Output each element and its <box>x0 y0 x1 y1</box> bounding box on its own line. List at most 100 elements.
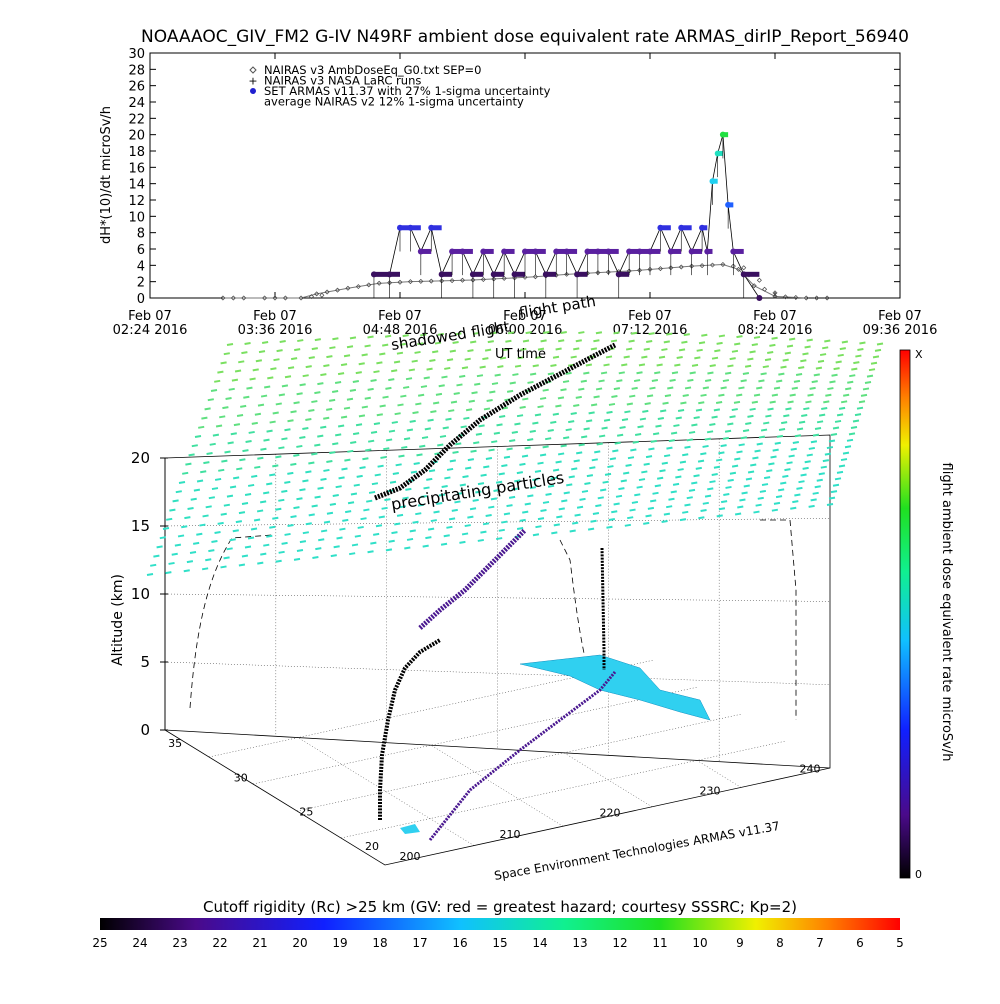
particle-mark <box>740 436 748 440</box>
x-tick-label-date: Feb 07 <box>128 309 172 324</box>
particle-mark <box>524 446 531 450</box>
particle-mark <box>532 364 539 368</box>
particle-mark <box>426 477 433 481</box>
particle-mark <box>367 335 374 339</box>
nairas-point <box>319 292 325 298</box>
particle-mark <box>452 341 459 344</box>
particle-mark <box>281 489 288 493</box>
particle-mark <box>768 462 775 466</box>
particle-mark <box>260 447 267 451</box>
particle-mark <box>711 415 718 419</box>
particle-mark <box>767 407 774 411</box>
particle-mark <box>259 500 267 504</box>
particle-mark <box>409 529 416 533</box>
latitude-tick-label: 35 <box>168 737 182 750</box>
particle-mark <box>242 449 249 453</box>
longitude-tick-label: 200 <box>400 850 421 863</box>
particle-mark <box>656 476 664 480</box>
y-tick-label: 18 <box>128 145 145 160</box>
particle-mark <box>545 437 552 441</box>
particle-mark <box>240 404 247 408</box>
particle-mark <box>764 358 772 362</box>
particle-mark <box>446 525 453 529</box>
particle-mark <box>235 520 243 524</box>
particle-mark <box>511 430 518 434</box>
nairas-point <box>699 263 705 269</box>
armas-point <box>756 295 763 301</box>
particle-mark <box>243 395 250 399</box>
particle-mark <box>557 396 565 400</box>
annotation-flight-path: flight path <box>518 292 597 322</box>
cutoff-tick-label: 18 <box>372 936 387 950</box>
particle-mark <box>236 414 244 418</box>
particle-mark <box>636 485 643 489</box>
particle-mark <box>493 431 501 435</box>
particle-mark <box>388 429 396 433</box>
particle-mark <box>214 477 222 481</box>
particle-mark <box>375 524 383 528</box>
particle-mark <box>756 442 763 446</box>
particle-mark <box>539 396 547 400</box>
particle-mark <box>666 505 673 509</box>
particle-mark <box>729 471 737 475</box>
particle-mark <box>782 358 789 362</box>
legend-diamond-icon <box>249 66 257 74</box>
particle-mark <box>807 393 814 397</box>
particle-mark <box>786 344 794 348</box>
y-tick-label: 2 <box>137 276 145 291</box>
particle-mark <box>603 363 610 367</box>
particle-mark <box>724 371 732 375</box>
particle-mark <box>348 552 356 556</box>
particle-mark <box>443 534 450 538</box>
particle-mark <box>840 400 848 404</box>
particle-mark <box>827 387 834 391</box>
nairas-point <box>720 262 726 268</box>
particle-mark <box>332 337 339 341</box>
particle-mark <box>646 394 654 398</box>
particle-mark <box>744 364 752 368</box>
cutoff-map-region <box>519 654 711 721</box>
particle-mark <box>467 349 474 353</box>
particle-mark <box>625 347 633 351</box>
particle-mark <box>850 425 858 429</box>
particle-mark <box>676 356 683 360</box>
particle-mark <box>529 429 536 433</box>
particle-mark <box>742 429 750 433</box>
x-tick-label-date: Feb 07 <box>253 309 297 324</box>
particle-mark <box>377 464 384 468</box>
particle-mark <box>397 403 404 407</box>
particle-mark <box>739 498 746 502</box>
particle-mark <box>700 509 707 513</box>
particle-mark <box>525 331 532 335</box>
particle-mark <box>189 550 197 554</box>
particle-mark <box>482 357 489 361</box>
particle-mark <box>381 506 388 510</box>
particle-mark <box>181 525 188 529</box>
particle-mark <box>802 466 809 470</box>
x-tick-label-time: 04:48 2016 <box>363 323 438 338</box>
particle-mark <box>516 414 524 418</box>
particle-mark <box>477 482 485 486</box>
particle-mark <box>244 493 252 496</box>
particle-mark <box>269 473 276 477</box>
particle-mark <box>402 334 409 338</box>
projection-traces <box>189 519 797 720</box>
particle-mark <box>611 395 618 399</box>
particle-mark <box>826 503 834 506</box>
particle-mark <box>200 470 207 474</box>
particle-mark <box>278 550 285 554</box>
particle-mark <box>733 400 741 404</box>
particle-mark <box>767 351 774 354</box>
particle-mark <box>175 490 182 494</box>
particle-mark <box>553 523 560 527</box>
particle-mark <box>672 482 680 486</box>
particle-mark <box>254 412 262 416</box>
nairas-point <box>657 266 663 272</box>
particle-mark <box>470 449 477 453</box>
particle-mark <box>641 355 648 359</box>
particle-mark <box>302 427 309 430</box>
particle-mark <box>351 543 359 547</box>
particle-mark <box>421 436 429 440</box>
particle-mark <box>453 392 460 396</box>
particle-mark <box>652 491 659 495</box>
